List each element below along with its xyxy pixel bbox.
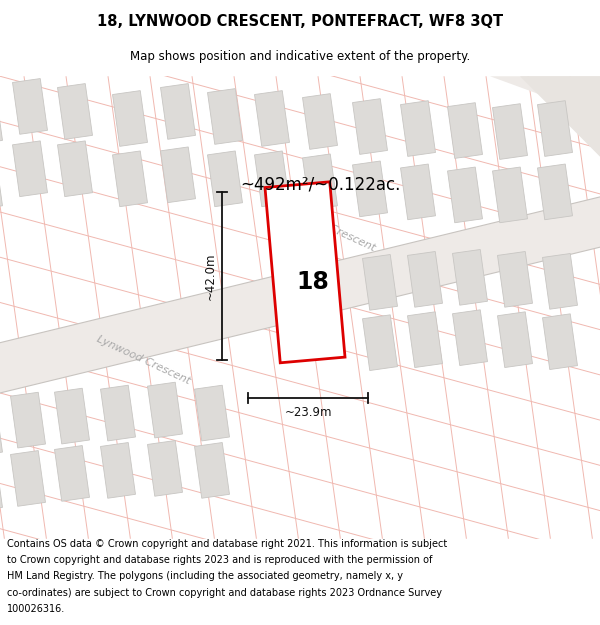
- Text: ~492m²/~0.122ac.: ~492m²/~0.122ac.: [240, 176, 400, 194]
- Polygon shape: [302, 94, 337, 149]
- Polygon shape: [0, 197, 600, 393]
- Polygon shape: [208, 89, 242, 144]
- Polygon shape: [58, 84, 92, 139]
- Polygon shape: [11, 451, 46, 506]
- Polygon shape: [452, 249, 487, 305]
- Polygon shape: [113, 151, 148, 207]
- Polygon shape: [448, 167, 482, 222]
- Polygon shape: [13, 141, 47, 197]
- Polygon shape: [208, 151, 242, 207]
- Polygon shape: [0, 89, 2, 144]
- Polygon shape: [542, 314, 577, 369]
- Polygon shape: [161, 147, 196, 202]
- Polygon shape: [362, 315, 397, 371]
- Polygon shape: [194, 385, 229, 441]
- Polygon shape: [448, 102, 482, 158]
- Polygon shape: [58, 141, 92, 197]
- Polygon shape: [520, 76, 600, 157]
- Polygon shape: [490, 76, 600, 116]
- Polygon shape: [265, 182, 345, 362]
- Polygon shape: [538, 164, 572, 220]
- Text: 18: 18: [296, 271, 329, 294]
- Polygon shape: [11, 392, 46, 448]
- Polygon shape: [194, 442, 229, 498]
- Text: 18, LYNWOOD CRESCENT, PONTEFRACT, WF8 3QT: 18, LYNWOOD CRESCENT, PONTEFRACT, WF8 3Q…: [97, 14, 503, 29]
- Polygon shape: [0, 154, 2, 209]
- Polygon shape: [101, 385, 136, 441]
- Polygon shape: [13, 79, 47, 134]
- Polygon shape: [407, 251, 442, 308]
- Polygon shape: [55, 446, 89, 501]
- Polygon shape: [161, 84, 196, 139]
- Polygon shape: [497, 312, 532, 368]
- Polygon shape: [538, 101, 572, 156]
- Polygon shape: [254, 91, 289, 146]
- Text: ~23.9m: ~23.9m: [284, 406, 332, 419]
- Polygon shape: [302, 154, 337, 209]
- Polygon shape: [493, 104, 527, 159]
- Polygon shape: [493, 167, 527, 222]
- Polygon shape: [101, 442, 136, 498]
- Polygon shape: [362, 254, 397, 310]
- Polygon shape: [0, 456, 2, 511]
- Text: to Crown copyright and database rights 2023 and is reproduced with the permissio: to Crown copyright and database rights 2…: [7, 555, 433, 565]
- Text: ~42.0m: ~42.0m: [203, 252, 217, 299]
- Polygon shape: [148, 441, 182, 496]
- Polygon shape: [55, 388, 89, 444]
- Text: co-ordinates) are subject to Crown copyright and database rights 2023 Ordnance S: co-ordinates) are subject to Crown copyr…: [7, 588, 442, 598]
- Polygon shape: [0, 400, 2, 456]
- Text: Lynwood Crescent: Lynwood Crescent: [280, 201, 377, 253]
- Text: 100026316.: 100026316.: [7, 604, 65, 614]
- Polygon shape: [401, 101, 436, 156]
- Polygon shape: [407, 312, 442, 368]
- Polygon shape: [542, 254, 577, 309]
- Text: HM Land Registry. The polygons (including the associated geometry, namely x, y: HM Land Registry. The polygons (includin…: [7, 571, 403, 581]
- Text: Lynwood Crescent: Lynwood Crescent: [95, 334, 192, 386]
- Polygon shape: [148, 382, 182, 438]
- Polygon shape: [353, 161, 388, 217]
- Text: Contains OS data © Crown copyright and database right 2021. This information is : Contains OS data © Crown copyright and d…: [7, 539, 448, 549]
- Polygon shape: [353, 99, 388, 154]
- Polygon shape: [497, 251, 532, 308]
- Polygon shape: [113, 91, 148, 146]
- Polygon shape: [452, 310, 487, 366]
- Polygon shape: [254, 151, 289, 207]
- Polygon shape: [401, 164, 436, 220]
- Text: Map shows position and indicative extent of the property.: Map shows position and indicative extent…: [130, 50, 470, 63]
